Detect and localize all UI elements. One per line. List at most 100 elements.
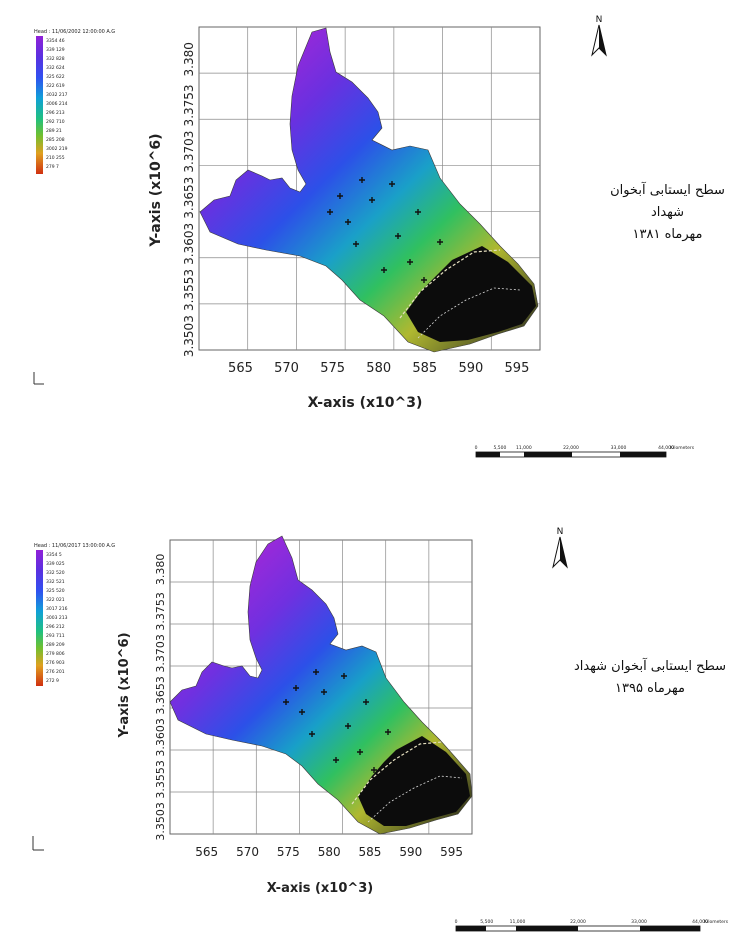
legend-value: 296 213 bbox=[46, 110, 65, 116]
legend-value: 289 209 bbox=[46, 642, 65, 648]
x-tick-label: 565 bbox=[228, 361, 253, 376]
contour-band bbox=[417, 287, 521, 339]
north-arrow-shade bbox=[560, 537, 567, 567]
x-axis-label: X-axis (x10^3) bbox=[308, 395, 423, 411]
scale-label: 0 bbox=[475, 445, 478, 451]
legend-value: 279 806 bbox=[46, 651, 65, 657]
y-tick-label: 3.3553 bbox=[182, 269, 196, 311]
y-axis-label: Y-axis (x10^6) bbox=[117, 632, 132, 738]
north-label: N bbox=[557, 527, 564, 537]
legend-color-bar bbox=[36, 36, 43, 174]
scale-label: Kilometers bbox=[670, 445, 695, 451]
well-marker bbox=[437, 239, 443, 245]
well-marker bbox=[327, 209, 333, 215]
x-axis-ticks: 565 570 575 580 585 590 595 bbox=[228, 361, 529, 376]
scale-label: 22,000 bbox=[563, 445, 579, 451]
well-marker bbox=[345, 219, 351, 225]
legend-value: 3017 216 bbox=[46, 606, 68, 612]
well-marker bbox=[345, 723, 351, 729]
y-tick-label: 3.3753 bbox=[182, 84, 196, 126]
caption-title: سطح ایستابی آبخوان شهداد bbox=[573, 659, 727, 674]
y-tick-label: 3.3603 bbox=[182, 223, 196, 265]
x-tick-label: 580 bbox=[318, 845, 341, 859]
scale-label: 33,000 bbox=[611, 445, 627, 451]
legend-value: 276 201 bbox=[46, 669, 65, 675]
well-marker bbox=[415, 209, 421, 215]
y-tick-label: 3.3753 bbox=[154, 592, 167, 631]
caption-date: مهرماه ۱۳۹۵ bbox=[615, 681, 685, 696]
north-arrow: N bbox=[591, 15, 607, 57]
x-tick-label: 570 bbox=[274, 361, 299, 376]
legend-value: 285 208 bbox=[46, 137, 65, 143]
legend-values: 3354 46 339 129 332 828 332 624 325 622 322 6… bbox=[46, 38, 68, 170]
caption-title: سطح ایستابی آبخوان شهداد bbox=[610, 183, 725, 220]
scale-label: 11,000 bbox=[516, 445, 532, 451]
well-marker bbox=[333, 757, 339, 763]
legend-value: 339 025 bbox=[46, 561, 65, 567]
scale-label: 0 bbox=[455, 919, 458, 925]
map-caption: سطح ایستابی آبخوان شهداد مهرماه ۱۳۸۱ bbox=[598, 180, 737, 246]
scale-label: 22,000 bbox=[570, 919, 586, 925]
x-axis-ticks: 565 570 575 580 585 590 595 bbox=[195, 845, 463, 859]
legend-value: 332 624 bbox=[46, 65, 65, 71]
legend-value: 325 622 bbox=[46, 74, 65, 80]
legend-value: 3354 5 bbox=[46, 552, 62, 558]
map-figure-1395: Head : 11/06/2017 13:00:00 A.G 3354 5 339… bbox=[32, 527, 729, 932]
legend-color-bar bbox=[36, 550, 43, 686]
north-arrow: N bbox=[552, 527, 568, 569]
contour-band bbox=[367, 775, 463, 823]
x-tick-label: 570 bbox=[236, 845, 259, 859]
deep-water-table-zone bbox=[358, 736, 470, 826]
scale-label: Kilometers bbox=[704, 919, 729, 925]
well-marker bbox=[385, 729, 391, 735]
x-tick-label: 590 bbox=[458, 361, 483, 376]
map-figure-1381: Head : 11/06/2002 12:00:00 A.G 3354 4633… bbox=[33, 15, 695, 458]
well-marker bbox=[337, 193, 343, 199]
scale-label: 5,500 bbox=[493, 445, 506, 451]
well-marker bbox=[309, 731, 315, 737]
legend-value: 339 129 bbox=[46, 47, 65, 53]
well-marker bbox=[341, 673, 347, 679]
x-tick-label: 585 bbox=[412, 361, 437, 376]
legend-value: 332 520 bbox=[46, 570, 65, 576]
north-label: N bbox=[596, 15, 603, 25]
legend-value: 3032 217 bbox=[46, 92, 68, 98]
well-marker bbox=[353, 241, 359, 247]
x-tick-label: 595 bbox=[505, 361, 530, 376]
well-marker bbox=[421, 277, 427, 283]
x-tick-label: 585 bbox=[359, 845, 382, 859]
well-marker bbox=[389, 181, 395, 187]
well-marker bbox=[369, 197, 375, 203]
plot-area: 3.3503 3.3553 3.3603 3.3653 3.3703 3.3753 3.38… bbox=[117, 535, 473, 896]
legend-value: 272 9 bbox=[46, 678, 59, 684]
plot-area: 3.3503 3.3553 3.3603 3.3653 3.3703 3.3753 3.38… bbox=[148, 26, 541, 411]
x-tick-label: 590 bbox=[399, 845, 422, 859]
legend-value: 325 520 bbox=[46, 588, 65, 594]
scale-label: 5,500 bbox=[480, 919, 493, 925]
well-marker bbox=[293, 685, 299, 691]
contour-band bbox=[399, 249, 501, 319]
north-arrow-shade bbox=[599, 25, 606, 55]
legend-value: 332 828 bbox=[46, 56, 65, 62]
y-tick-label: 3.3653 bbox=[154, 676, 167, 715]
legend-title: Head : 11/06/2017 13:00:00 A.G bbox=[34, 543, 115, 549]
y-tick-label: 3.380 bbox=[182, 42, 196, 76]
scale-label: 11,000 bbox=[510, 919, 526, 925]
contour-band bbox=[351, 741, 443, 805]
legend-values: 3354 5 339 025 332 520 332 521 325 520 322 02… bbox=[46, 552, 68, 684]
well-markers bbox=[283, 669, 391, 773]
legend-value: 293 711 bbox=[46, 633, 65, 639]
y-axis-ticks: 3.3503 3.3553 3.3603 3.3653 3.3703 3.3753 3.38… bbox=[154, 554, 167, 841]
well-marker bbox=[363, 699, 369, 705]
scale-label: 44,000 bbox=[658, 445, 674, 451]
legend-value: 210 255 bbox=[46, 155, 65, 161]
y-tick-label: 3.380 bbox=[154, 554, 167, 586]
x-axis-label: X-axis (x10^3) bbox=[267, 881, 374, 896]
map-panel-1395: Head : 11/06/2017 13:00:00 A.G 3354 5 339… bbox=[0, 470, 737, 940]
y-tick-label: 3.3703 bbox=[154, 634, 167, 673]
legend-value: 276 903 bbox=[46, 660, 65, 666]
well-marker bbox=[357, 749, 363, 755]
x-tick-label: 575 bbox=[320, 361, 345, 376]
legend: Head : 11/06/2002 12:00:00 A.G 3354 4633… bbox=[34, 29, 115, 174]
legend-value: 296 212 bbox=[46, 624, 65, 630]
